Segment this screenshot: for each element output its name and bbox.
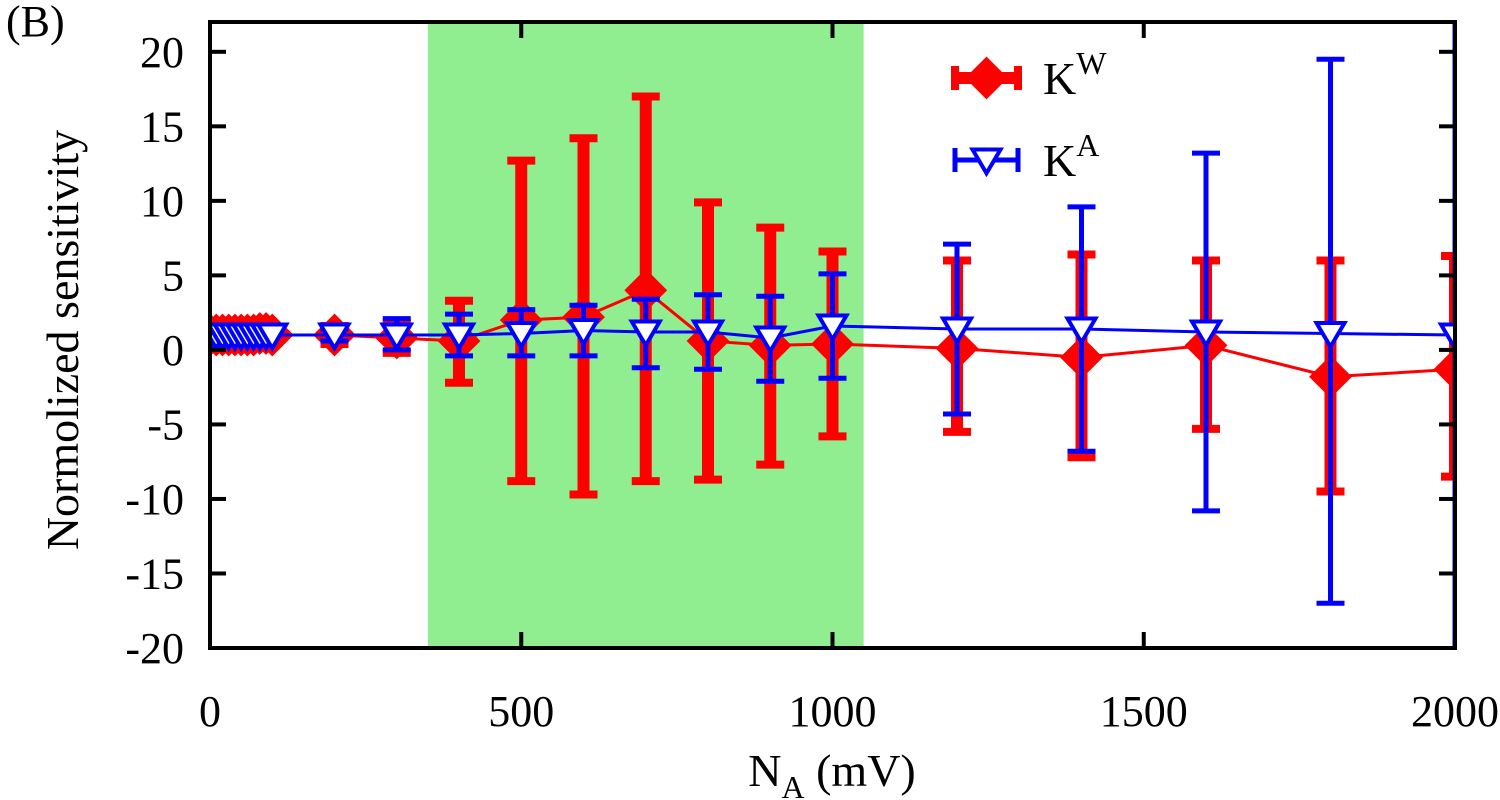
- y-tick-label: 5: [162, 251, 184, 300]
- x-axis-label-main: N: [748, 745, 781, 796]
- x-axis-label-sub: A: [781, 769, 804, 800]
- y-tick-label: 20: [140, 28, 184, 77]
- x-tick-label: 500: [488, 687, 554, 736]
- panel-label: (B): [6, 0, 65, 46]
- series-layer: [210, 22, 1455, 648]
- data-point: [1437, 322, 1455, 353]
- data-point: [566, 318, 601, 348]
- legend-label-main: K: [1043, 135, 1076, 186]
- data-point: [254, 322, 290, 353]
- y-tick-label: -20: [125, 624, 184, 673]
- legend-label-sup: A: [1076, 127, 1099, 163]
- y-tick-label: 15: [140, 102, 184, 151]
- x-tick-label: 1500: [1100, 687, 1188, 736]
- data-point: [752, 325, 788, 356]
- data-point: [1064, 316, 1099, 347]
- y-axis-label: Normolized sensitivity: [37, 130, 88, 550]
- data-point: [1188, 319, 1224, 350]
- y-tick-label: 10: [140, 177, 184, 226]
- x-axis-label: NA (mV): [748, 745, 915, 800]
- data-point: [317, 322, 352, 353]
- y-tick-label: -10: [125, 475, 184, 524]
- legend-marker: [969, 147, 1004, 178]
- legend-label: KW: [1043, 45, 1107, 104]
- data-point: [815, 313, 850, 344]
- data-point: [690, 319, 726, 350]
- legend-marker: [965, 56, 1008, 100]
- x-tick-label: 0: [199, 687, 221, 736]
- y-tick-label: -15: [125, 549, 184, 598]
- data-point: [441, 322, 477, 353]
- y-tick-label: 0: [162, 326, 184, 375]
- data-point: [939, 316, 975, 347]
- data-point: [379, 322, 415, 353]
- data-point: [1313, 321, 1348, 351]
- data-point: [1433, 347, 1455, 391]
- y-tick-label: -5: [147, 400, 184, 449]
- legend-label-main: K: [1043, 53, 1076, 104]
- x-tick-label: 1000: [789, 687, 877, 736]
- x-tick-label: 2000: [1411, 687, 1499, 736]
- legend-label: KA: [1043, 127, 1099, 186]
- series-ka: [210, 22, 1455, 648]
- data-point: [628, 319, 664, 350]
- x-axis-label-tail: (mV): [805, 745, 916, 796]
- legend-label-sup: W: [1076, 45, 1107, 81]
- ticks-layer: 0 500 1000 1500 2000 20 15 10 5 0 -5 -10 -15 -20: [125, 22, 1499, 736]
- data-point: [503, 321, 539, 351]
